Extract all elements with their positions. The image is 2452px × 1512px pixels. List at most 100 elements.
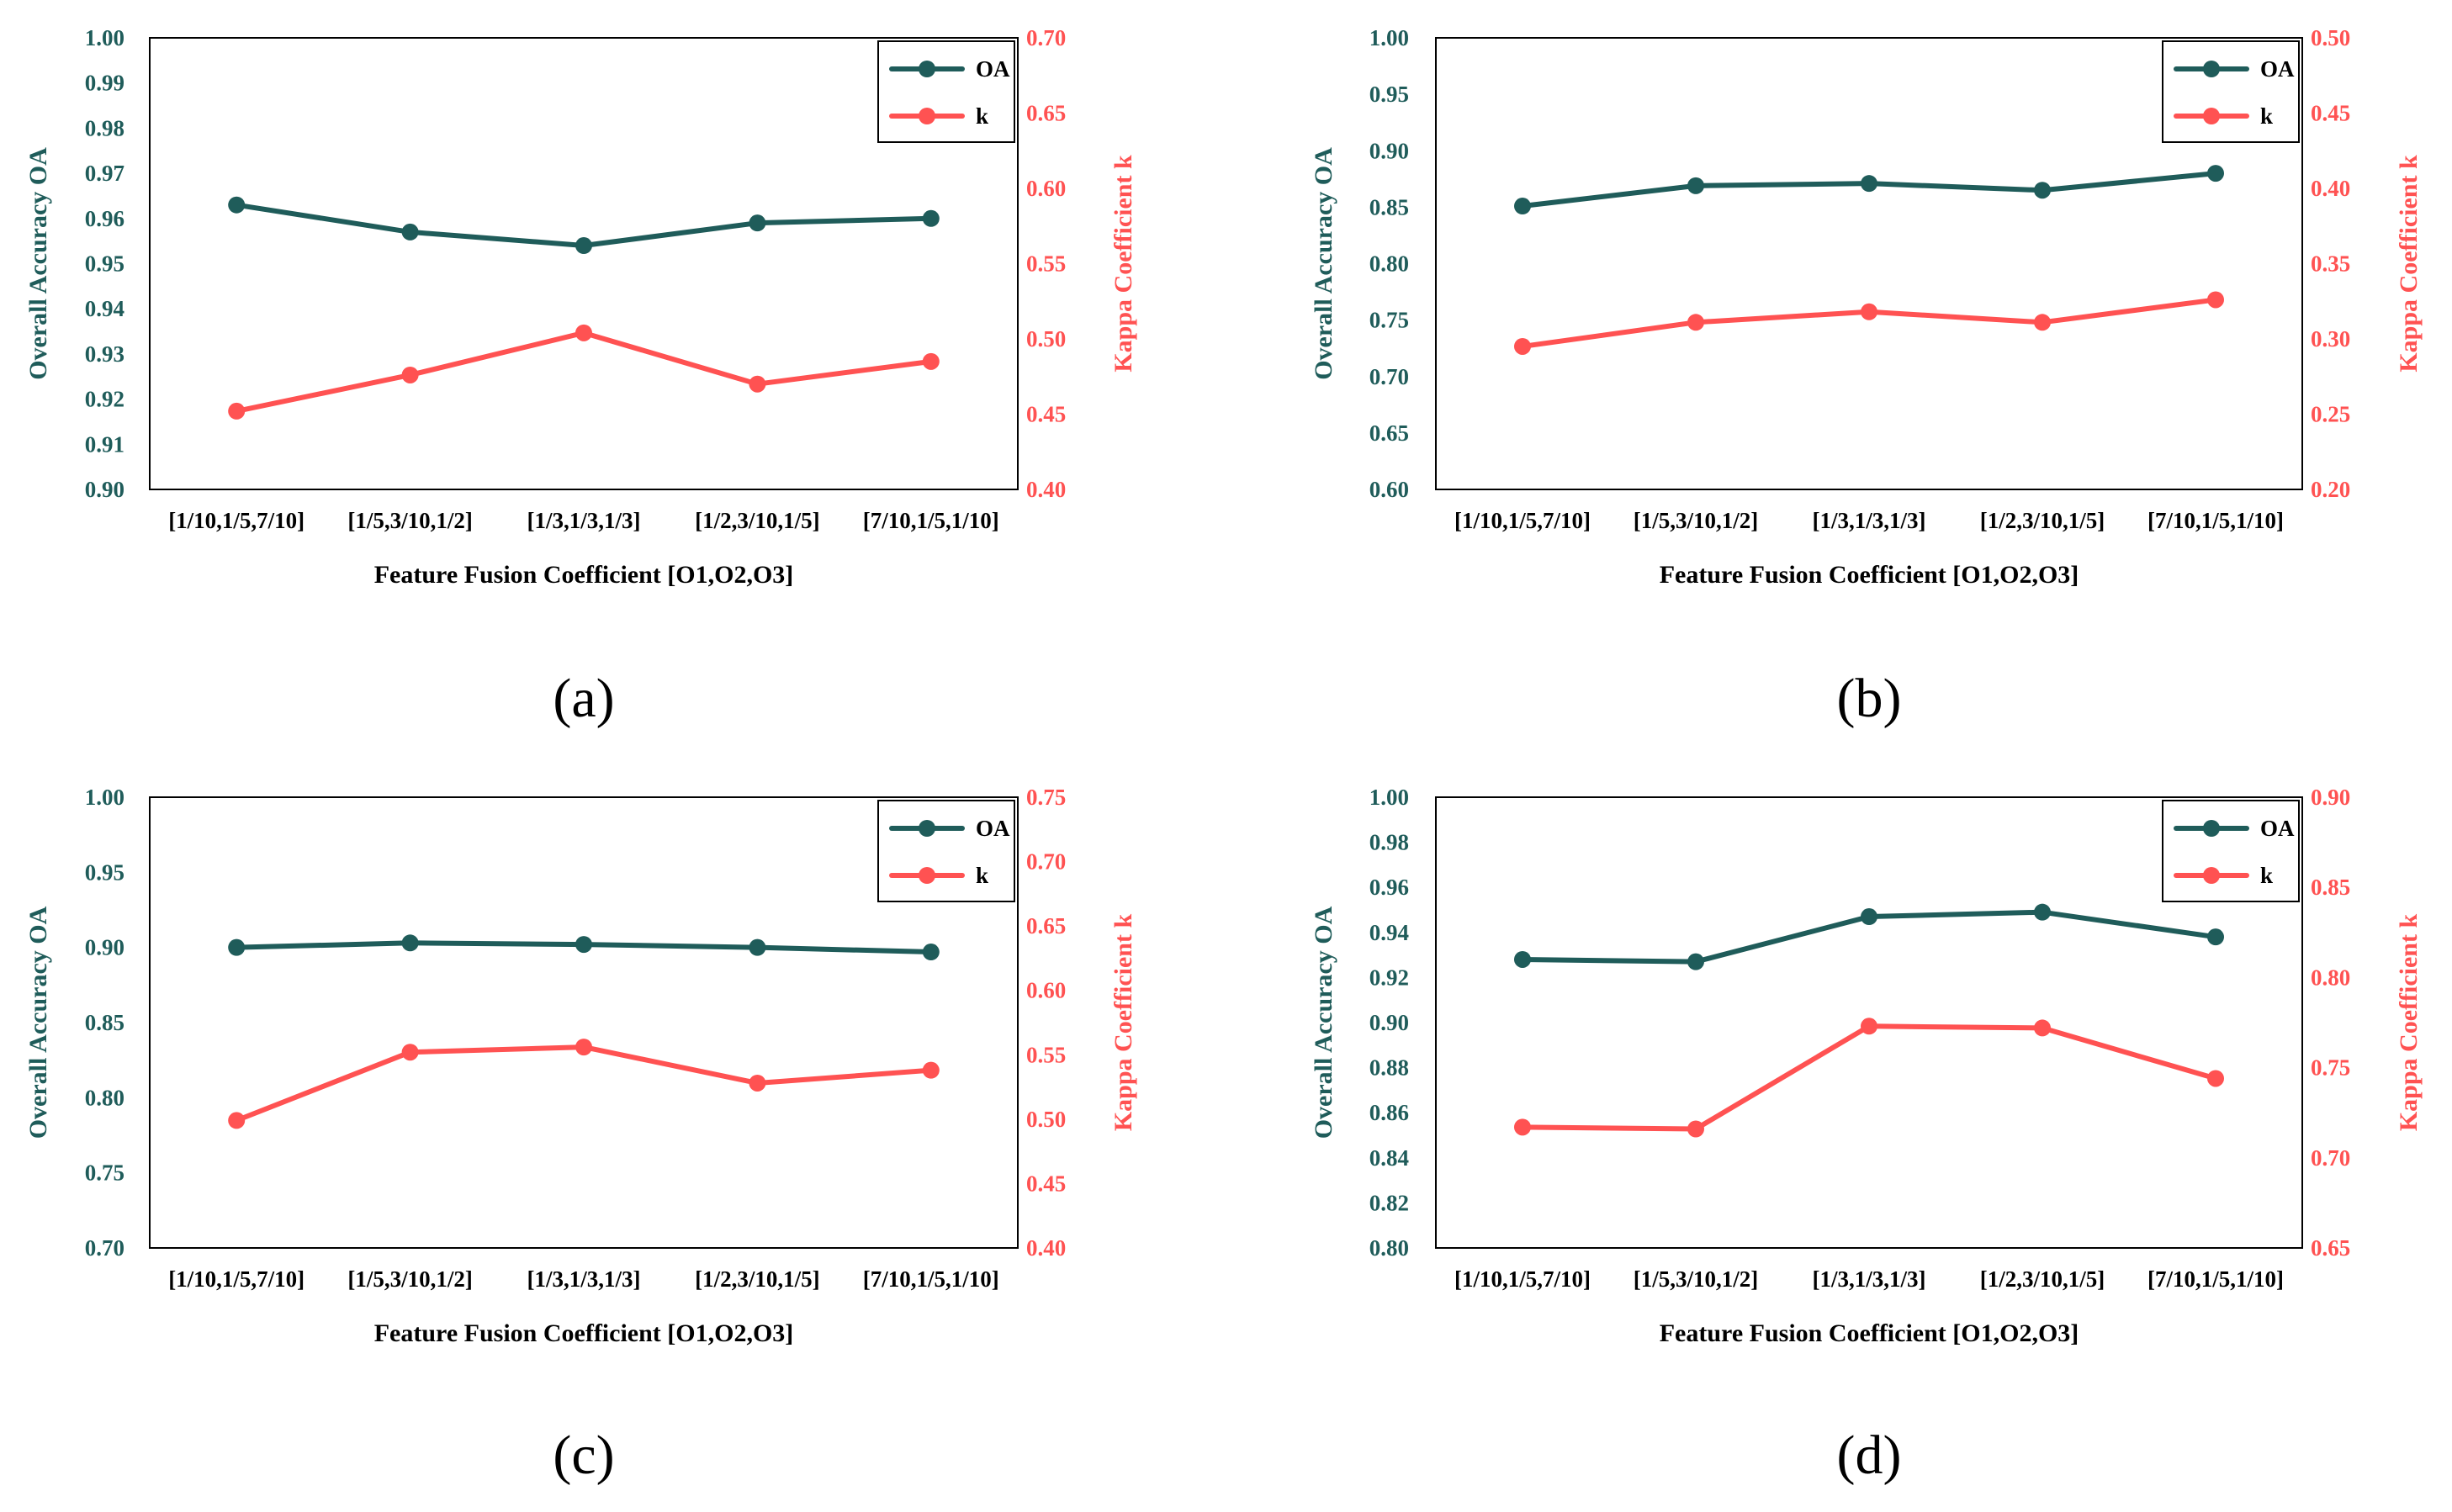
data-point-k	[401, 1044, 419, 1061]
y2-tick-label: 0.40	[2311, 176, 2350, 201]
data-point-oa	[2034, 182, 2051, 199]
legend-swatch-marker	[919, 108, 935, 124]
y2-tick-label: 0.65	[2311, 1235, 2350, 1261]
y-tick-label: 0.88	[1369, 1055, 1409, 1081]
plot-frame	[149, 796, 1019, 1249]
y2-axis-title: Kappa Coefficient k	[1109, 914, 1137, 1132]
y-axis-title: Overall Accuracy OA	[1310, 906, 1337, 1139]
legend-label: k	[976, 863, 988, 888]
x-tick-label: [7/10,1/5,1/10]	[2147, 508, 2284, 533]
plot-frame	[149, 37, 1019, 490]
legend-swatch-marker	[919, 61, 935, 77]
data-point-k	[401, 366, 419, 383]
y2-tick-label: 0.70	[2311, 1145, 2350, 1171]
series-line-k	[1520, 1023, 2218, 1132]
x-tick-label: [1/3,1/3,1/3]	[1813, 508, 1926, 533]
data-point-k	[749, 1074, 766, 1092]
series-line-k	[234, 330, 934, 414]
panel-label: (c)	[553, 1425, 614, 1486]
chart-panel-b: 0.60 0.65 0.70 0.75 0.80 0.85 0.90 0.95 1.00 0.20…	[1310, 25, 2423, 729]
x-tick-label: [7/10,1/5,1/10]	[863, 1266, 999, 1292]
y2-tick-label: 0.60	[1026, 176, 1066, 201]
legend-label: OA	[2260, 816, 2295, 841]
y2-tick-label: 0.70	[1026, 25, 1066, 50]
data-point-k	[575, 1039, 592, 1056]
y-tick-label: 0.94	[1369, 920, 1409, 945]
y2-tick-label: 0.45	[1026, 1171, 1066, 1196]
series-line-k	[234, 1044, 934, 1123]
y-tick-label: 0.96	[1369, 875, 1409, 900]
data-point-oa	[401, 934, 419, 952]
plot-frame	[1435, 37, 2303, 490]
y-tick-label: 0.65	[1369, 420, 1409, 446]
legend-label: OA	[2260, 56, 2295, 82]
y-tick-label: 0.80	[1369, 1235, 1409, 1261]
y-tick-label: 0.96	[85, 206, 124, 231]
y-tick-label: 1.00	[1369, 25, 1409, 50]
legend-label: k	[976, 103, 988, 129]
legend-swatch-marker	[919, 867, 935, 884]
y2-axis-title: Kappa Coefficient k	[2395, 155, 2423, 373]
y-tick-label: 0.85	[85, 1010, 124, 1035]
y2-tick-label: 0.20	[2311, 477, 2350, 502]
y-tick-label: 0.85	[1369, 194, 1409, 219]
legend-label: OA	[976, 816, 1010, 841]
legend-swatch-marker	[2203, 108, 2220, 124]
y2-tick-label: 0.45	[1026, 402, 1066, 427]
x-tick-label: [1/10,1/5,7/10]	[1454, 1266, 1591, 1292]
x-axis-title: Feature Fusion Coefficient [O1,O2,O3]	[374, 1319, 794, 1347]
y2-tick-label: 0.50	[1026, 326, 1066, 352]
legend-swatch-marker	[2203, 61, 2220, 77]
y2-tick-label: 0.40	[1026, 1235, 1066, 1261]
legend-swatch-marker	[2203, 820, 2220, 837]
data-point-oa	[749, 938, 766, 956]
data-point-k	[922, 352, 940, 370]
x-tick-label: [1/2,3/10,1/5]	[695, 1266, 820, 1292]
y-tick-label: 0.95	[85, 251, 124, 277]
x-tick-label: [1/5,3/10,1/2]	[347, 508, 473, 533]
y2-tick-label: 0.50	[1026, 1107, 1066, 1132]
y2-tick-label: 0.80	[2311, 965, 2350, 990]
data-point-oa	[1861, 908, 1877, 926]
y2-tick-label: 0.50	[2311, 25, 2350, 50]
x-tick-label: [1/5,3/10,1/2]	[347, 1266, 473, 1292]
legend-box	[877, 40, 1015, 143]
chart-panel-c: 0.70 0.75 0.80 0.85 0.90 0.95 1.00 0.40 0.45 0.50…	[24, 785, 1137, 1486]
y-tick-label: 0.75	[85, 1160, 124, 1186]
chart-panel-a: 0.90 0.91 0.92 0.93 0.94 0.95 0.96 0.97 0.98 0.99…	[24, 25, 1137, 729]
data-point-k	[1687, 314, 1704, 331]
y2-tick-label: 0.35	[2311, 251, 2350, 277]
y-tick-label: 0.99	[85, 71, 124, 96]
y2-tick-label: 0.30	[2311, 326, 2350, 352]
data-point-k	[1861, 303, 1877, 320]
x-tick-label: [7/10,1/5,1/10]	[863, 508, 999, 533]
data-point-oa	[2207, 165, 2224, 182]
panel-label: (a)	[553, 668, 614, 729]
data-point-k	[1514, 337, 1531, 355]
data-point-oa	[228, 938, 246, 956]
y2-axis-title: Kappa Coefficient k	[1109, 155, 1137, 373]
x-axis-title: Feature Fusion Coefficient [O1,O2,O3]	[1660, 561, 2079, 589]
y-tick-label: 0.84	[1369, 1145, 1409, 1171]
y2-tick-label: 0.25	[2311, 402, 2350, 427]
x-tick-label: [7/10,1/5,1/10]	[2147, 1266, 2284, 1292]
x-tick-label: [1/2,3/10,1/5]	[1980, 1266, 2105, 1292]
x-tick-label: [1/10,1/5,7/10]	[168, 1266, 305, 1292]
data-point-oa	[922, 209, 940, 227]
y2-tick-label: 0.60	[1026, 978, 1066, 1003]
data-point-oa	[1687, 953, 1704, 970]
x-tick-label: [1/2,3/10,1/5]	[1980, 508, 2105, 533]
chart-panel-d: 0.80 0.82 0.84 0.86 0.88 0.90 0.92 0.94 0.96 0.98…	[1310, 785, 2423, 1486]
data-point-k	[922, 1061, 940, 1079]
x-tick-label: [1/5,3/10,1/2]	[1634, 1266, 1759, 1292]
y2-tick-label: 0.55	[1026, 1042, 1066, 1067]
data-point-k	[228, 402, 246, 420]
y-axis-title: Overall Accuracy OA	[24, 147, 52, 380]
data-point-k	[2207, 291, 2224, 309]
y-tick-label: 0.95	[85, 859, 124, 885]
y-tick-label: 0.94	[85, 296, 124, 321]
x-tick-label: [1/2,3/10,1/5]	[695, 508, 820, 533]
data-point-oa	[1861, 175, 1877, 193]
y2-tick-label: 0.55	[1026, 251, 1066, 277]
data-point-oa	[1514, 198, 1531, 215]
